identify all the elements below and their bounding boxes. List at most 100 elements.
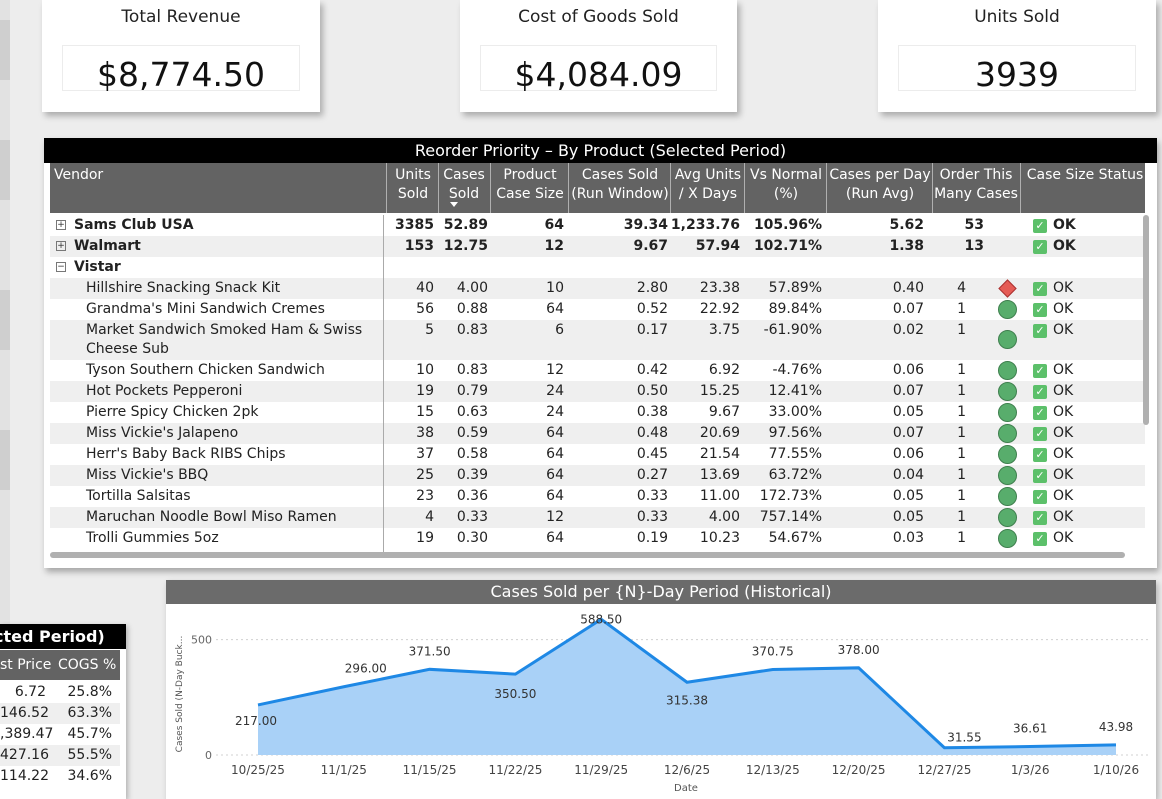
header-cases-sold-run[interactable]: Cases Sold (Run Window) (570, 166, 670, 204)
table-row[interactable]: Pierre Spicy Chicken 2pk 15 0.63 24 0.38 9.67… (50, 402, 1145, 423)
checkbox-checked-icon: ✓ (1033, 427, 1047, 441)
horizontal-scrollbar[interactable] (50, 552, 1125, 558)
expand-icon[interactable]: + (56, 241, 66, 251)
table-row-group[interactable]: + Sams Club USA 3385 52.89 64 39.34 1,23… (50, 215, 1145, 236)
header-cases-sold[interactable]: Cases Sold (440, 166, 488, 204)
cases-sold-run: 0.50 (636, 383, 668, 399)
cases-sold-run: 2.80 (636, 280, 668, 296)
table-row[interactable]: 146.52 63.3% (0, 703, 120, 724)
kpi-value: $4,084.09 (480, 45, 717, 94)
header-order-cases[interactable]: Order This Many Cases (934, 166, 1018, 204)
product-name: Tyson Southern Chicken Sandwich (86, 362, 325, 378)
cases-sold-run: 0.45 (636, 446, 668, 462)
case-size-status: OK (1053, 404, 1074, 420)
table-row[interactable]: 114.22 34.6% (0, 766, 120, 787)
units-sold: 38 (416, 425, 434, 441)
header-vs-normal[interactable]: Vs Normal (%) (746, 166, 826, 204)
case-size-status: OK (1053, 362, 1074, 378)
table-row[interactable]: Tyson Southern Chicken Sandwich 10 0.83 12 0… (50, 360, 1145, 381)
cases-sold: 0.39 (456, 467, 488, 483)
kpi-units-sold[interactable]: Units Sold 3939 (878, 0, 1156, 112)
cases-sold: 0.59 (456, 425, 488, 441)
cases-sold-run: 0.33 (636, 509, 668, 525)
kpi-total-revenue[interactable]: Total Revenue $8,774.50 (42, 0, 320, 112)
data-label: 296.00 (345, 662, 387, 676)
table-row[interactable]: Trolli Gummies 5oz 19 0.30 64 0.19 10.23 54.67… (50, 528, 1145, 549)
table-row-group[interactable]: − Vistar (50, 257, 1145, 278)
expand-icon[interactable]: + (56, 220, 66, 230)
vs-normal: -61.90% (763, 322, 822, 338)
sort-descending-icon[interactable] (450, 202, 458, 207)
data-label: 350.50 (494, 687, 536, 701)
cases-sold: 0.58 (456, 446, 488, 462)
kpi-value: $8,774.50 (62, 45, 300, 94)
reorder-priority-table[interactable]: Reorder Priority – By Product (Selected … (44, 138, 1157, 568)
chart-title: Cases Sold per {N}-Day Period (Historica… (166, 580, 1156, 604)
cases-sold-run: 9.67 (633, 238, 668, 254)
table-row[interactable]: 427.16 55.5% (0, 745, 120, 766)
cases-sold: 0.79 (456, 383, 488, 399)
order-cases: 1 (957, 322, 966, 338)
table-row[interactable]: 6.72 25.8% (0, 682, 120, 703)
series-line[interactable] (257, 617, 1117, 750)
table-row[interactable]: Market Sandwich Smoked Ham & Swiss Cheese… (50, 320, 1145, 360)
case-size-status: OK (1053, 530, 1074, 546)
header-vendor[interactable]: Vendor (54, 167, 104, 183)
header-case-size-status[interactable]: Case Size Status (1026, 167, 1144, 183)
cost-table-partial[interactable]: cted Period) st Price COGS % 6.72 25.8% … (0, 624, 126, 799)
product-case-size: 10 (546, 280, 564, 296)
avg-units: 6.92 (708, 362, 740, 378)
edge-mark (0, 140, 10, 200)
avg-units: 3.75 (708, 322, 740, 338)
vs-normal: 97.56% (768, 425, 822, 441)
vendor-name: Walmart (74, 238, 141, 254)
data-label: 588.50 (580, 612, 622, 626)
checkbox-checked-icon: ✓ (1033, 364, 1047, 378)
table-body: + Sams Club USA 3385 52.89 64 39.34 1,23… (50, 215, 1145, 552)
checkbox-checked-icon: ✓ (1033, 532, 1047, 546)
product-case-size: 12 (544, 238, 564, 254)
header-product-case-size[interactable]: Product Case Size (492, 166, 568, 204)
header-line: (Run Avg) (845, 186, 915, 202)
cases-sold-run: 0.52 (636, 301, 668, 317)
table-row[interactable]: Hot Pockets Pepperoni 19 0.79 24 0.50 15.25 12… (50, 381, 1145, 402)
table-row[interactable]: Maruchan Noodle Bowl Miso Ramen 4 0.33 12 0.… (50, 507, 1145, 528)
avg-units: 10.23 (699, 530, 740, 546)
table-row[interactable]: ,389.47 45.7% (0, 724, 120, 745)
cases-sold-run: 0.48 (636, 425, 668, 441)
chart-area[interactable]: 0 500 217.00 296.00 371.50 350.50 588.50 315.38… (166, 604, 1156, 799)
left-edge-scrollbar[interactable] (0, 0, 10, 799)
table-row[interactable]: Miss Vickie's BBQ 25 0.39 64 0.27 13.69 63.72%… (50, 465, 1145, 486)
table-row[interactable]: Hillshire Snacking Snack Kit 40 4.00 10 2.80… (50, 278, 1145, 299)
header-units-sold[interactable]: Units Sold (388, 166, 438, 204)
cases-per-day: 0.07 (892, 425, 924, 441)
table-row[interactable]: Grandma's Mini Sandwich Cremes 56 0.88 64 0.… (50, 299, 1145, 320)
cases-sold: 0.63 (456, 404, 488, 420)
header-cogs-percent[interactable]: COGS % (58, 657, 117, 673)
product-case-size: 64 (546, 446, 564, 462)
cases-sold-run: 0.33 (636, 488, 668, 504)
table-row-group[interactable]: + Walmart 153 12.75 12 9.67 57.94 102.71… (50, 236, 1145, 257)
cases-sold-chart[interactable]: Cases Sold per {N}-Day Period (Historica… (166, 580, 1156, 799)
table-row[interactable]: Tortilla Salsitas 23 0.36 64 0.33 11.00 172.73… (50, 486, 1145, 507)
units-sold: 10 (416, 362, 434, 378)
header-line: Cases (443, 167, 485, 183)
order-cases: 1 (957, 530, 966, 546)
header-cases-per-day[interactable]: Cases per Day (Run Avg) (828, 166, 932, 204)
header-divider (438, 163, 439, 213)
green-circle-icon (998, 300, 1017, 319)
table-row[interactable]: Miss Vickie's Jalapeno 38 0.59 64 0.48 20.69 9… (50, 423, 1145, 444)
kpi-title: Total Revenue (121, 7, 241, 27)
header-cost-price[interactable]: st Price (0, 657, 52, 673)
collapse-icon[interactable]: − (56, 262, 66, 272)
green-circle-icon (998, 361, 1017, 380)
header-avg-units[interactable]: Avg Units / X Days (672, 166, 744, 204)
vs-normal: 57.89% (768, 280, 822, 296)
header-line: Sold (397, 186, 429, 202)
table-row[interactable]: Herr's Baby Back RIBS Chips 37 0.58 64 0.45 2… (50, 444, 1145, 465)
x-tick-label: 10/25/25 (231, 763, 285, 777)
x-tick-label: 12/6/25 (664, 763, 710, 777)
kpi-cost-of-goods-sold[interactable]: Cost of Goods Sold $4,084.09 (460, 0, 737, 112)
product-name: Hot Pockets Pepperoni (86, 383, 243, 399)
vertical-scrollbar[interactable] (1143, 215, 1149, 425)
